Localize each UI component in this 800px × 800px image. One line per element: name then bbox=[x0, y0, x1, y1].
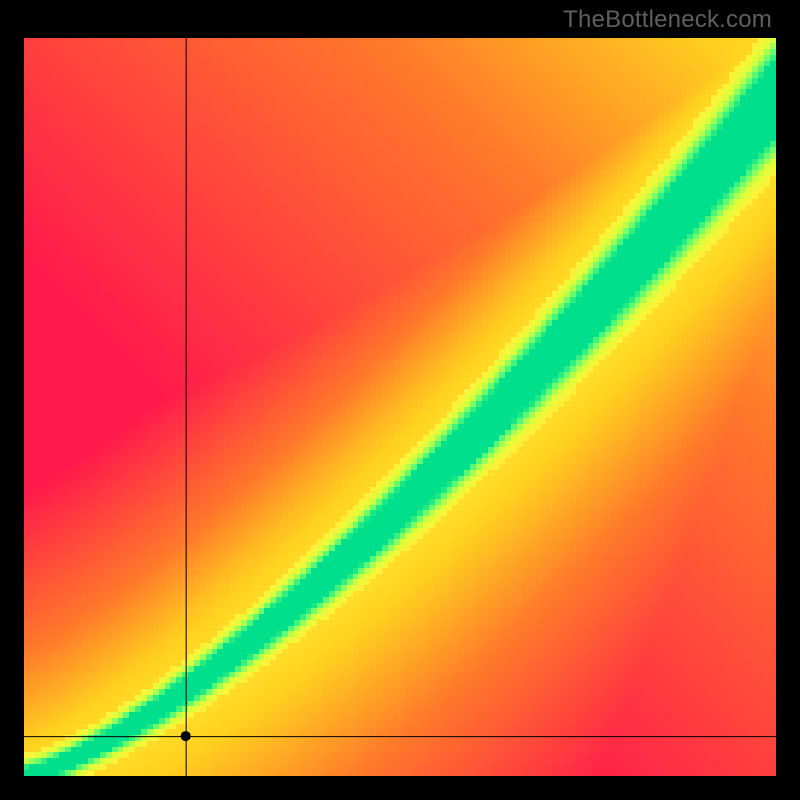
watermark-text: TheBottleneck.com bbox=[563, 6, 772, 34]
chart-container: TheBottleneck.com bbox=[0, 0, 800, 800]
bottleneck-heatmap bbox=[24, 38, 776, 776]
